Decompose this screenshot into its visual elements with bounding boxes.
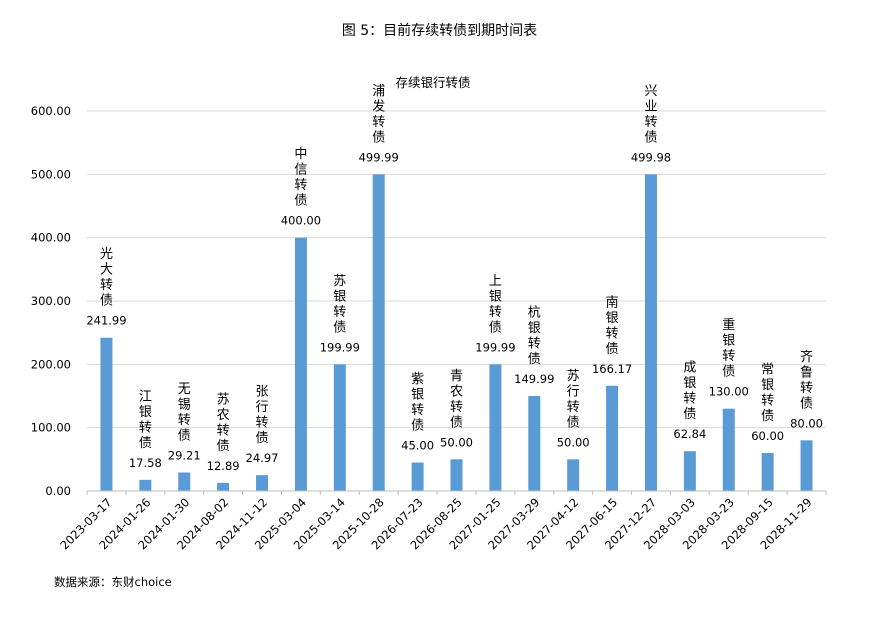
bond-name-label: 光大转债 (100, 247, 113, 309)
chart-title: 存续银行转债 (395, 75, 470, 90)
bar (606, 385, 619, 491)
y-tick-label: 200.00 (31, 357, 71, 371)
data-label: 29.21 (168, 449, 201, 463)
data-label: 80.00 (790, 416, 823, 430)
bars: 241.99 光大转债 17.58 江银转债 29.21 无锡转债 12.89 苏农转债 24.… (86, 84, 823, 491)
bond-name-label: 常银转债 (761, 363, 774, 425)
bond-name-label: 张行转债 (256, 385, 269, 447)
bond-name-label: 苏农转债 (217, 391, 230, 454)
bond-name-label: 紫银转债 (411, 372, 424, 434)
data-label: 241.99 (86, 314, 126, 328)
bond-name-label: 无锡转债 (178, 382, 191, 444)
y-axis: 0.00 100.00 200.00 300.00 400.00 500.00 600.00 (31, 104, 71, 498)
bond-name-label: 苏行转债 (567, 368, 580, 431)
bond-name-label: 重银转债 (722, 317, 735, 380)
y-tick-label: 500.00 (31, 167, 71, 181)
source-note: 数据来源：东财choice (54, 575, 172, 589)
data-label: 499.99 (359, 150, 399, 164)
bond-name-label: 青农转债 (450, 369, 463, 431)
data-label: 130.00 (709, 385, 749, 399)
bar (372, 174, 385, 491)
data-label: 62.84 (673, 427, 706, 441)
bar (217, 482, 230, 491)
bond-name-label: 苏银转债 (333, 273, 346, 336)
bar (100, 337, 113, 491)
bar (722, 408, 735, 491)
bar (644, 174, 657, 491)
bar (411, 462, 424, 491)
bar (489, 364, 502, 491)
data-label: 17.58 (129, 456, 162, 470)
y-tick-label: 300.00 (31, 294, 71, 308)
bar (528, 396, 541, 491)
bond-name-label: 齐鲁转债 (800, 349, 813, 412)
figure-title: 图 5：目前存续转债到期时间表 (341, 23, 538, 39)
bar (761, 453, 774, 491)
data-label: 199.99 (320, 340, 360, 354)
data-label: 166.17 (592, 362, 632, 376)
y-tick-label: 0.00 (45, 484, 71, 498)
data-label: 149.99 (514, 372, 554, 386)
data-label: 50.00 (557, 435, 590, 449)
gridlines (87, 110, 826, 429)
data-label: 24.97 (246, 451, 279, 465)
bond-name-label: 中信转债 (294, 147, 307, 209)
bond-name-label: 成银转债 (683, 361, 696, 423)
x-axis: 2023-03-172024-01-262024-01-302024-08-02… (57, 490, 827, 552)
bar (294, 237, 307, 491)
bar (450, 459, 463, 491)
y-tick-label: 400.00 (31, 231, 71, 245)
y-tick-label: 600.00 (31, 104, 71, 118)
bond-name-label: 南银转债 (606, 294, 619, 357)
bar (256, 475, 269, 491)
bar (178, 472, 191, 491)
bar (800, 440, 813, 491)
data-label: 60.00 (751, 429, 784, 443)
bar (333, 364, 346, 491)
bond-name-label: 兴业转债 (644, 84, 657, 145)
bond-name-label: 江银转债 (139, 389, 152, 451)
data-label: 400.00 (281, 214, 321, 228)
data-label: 499.98 (631, 150, 671, 164)
bond-name-label: 杭银转债 (528, 306, 541, 368)
bond-name-label: 浦发转债 (372, 84, 385, 145)
data-label: 199.99 (475, 340, 515, 354)
bond-name-label: 上银转债 (489, 274, 502, 336)
data-label: 45.00 (401, 439, 434, 453)
y-tick-label: 100.00 (31, 421, 71, 435)
data-label: 12.89 (207, 459, 240, 473)
data-label: 50.00 (440, 435, 473, 449)
bar (683, 451, 696, 491)
bar (139, 479, 152, 491)
bar (567, 459, 580, 491)
